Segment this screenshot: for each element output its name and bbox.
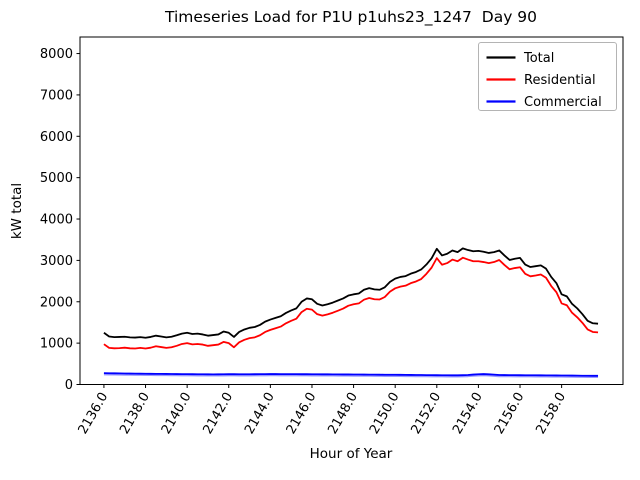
legend-label: Commercial <box>524 95 602 110</box>
y-axis-ticks: 0 1000 2000 3000 4000 5000 6000 7000 8000 <box>40 47 80 393</box>
x-axis-label: Hour of Year <box>310 446 393 462</box>
chart-title: Timeseries Load for P1U p1uhs23_1247 Day… <box>164 8 537 27</box>
y-tick-label: 2000 <box>40 295 73 310</box>
plot-area-border <box>79 36 624 385</box>
y-tick-label: 1000 <box>40 337 73 352</box>
y-tick-label: 0 <box>65 378 73 393</box>
legend: Total Residential Commercial <box>478 42 617 111</box>
y-tick-label: 4000 <box>40 213 73 228</box>
x-tick-label: 2146.0 <box>284 390 320 437</box>
x-tick-label: 2136.0 <box>76 390 112 437</box>
commercial-line-halo <box>103 373 599 379</box>
y-tick-label: 6000 <box>40 130 73 145</box>
y-tick-label: 3000 <box>40 254 73 269</box>
y-tick-label: 8000 <box>40 47 73 62</box>
x-tick-label: 2154.0 <box>450 390 486 437</box>
x-tick-label: 2152.0 <box>409 390 445 437</box>
x-tick-label: 2142.0 <box>200 390 236 437</box>
legend-label: Residential <box>524 73 596 88</box>
y-axis-label: kW total <box>9 183 25 239</box>
series-line-total <box>103 247 599 339</box>
x-tick-label: 2138.0 <box>117 390 153 437</box>
series-line-residential <box>103 256 599 350</box>
x-tick-label: 2158.0 <box>533 390 569 437</box>
series-lines <box>103 247 599 379</box>
series-line-commercial <box>103 372 599 377</box>
x-tick-label: 2148.0 <box>325 390 361 437</box>
y-tick-label: 5000 <box>40 171 73 186</box>
y-tick-label: 7000 <box>40 88 73 103</box>
legend-label: Total <box>523 51 554 66</box>
x-axis-ticks: 2136.0 2138.0 2140.0 2142.0 2144.0 2146.0 2148… <box>76 384 569 437</box>
x-tick-label: 2150.0 <box>367 390 403 437</box>
x-tick-label: 2156.0 <box>492 390 528 437</box>
x-tick-label: 2140.0 <box>159 390 195 437</box>
x-tick-label: 2144.0 <box>242 390 278 437</box>
legend-box <box>478 42 617 111</box>
